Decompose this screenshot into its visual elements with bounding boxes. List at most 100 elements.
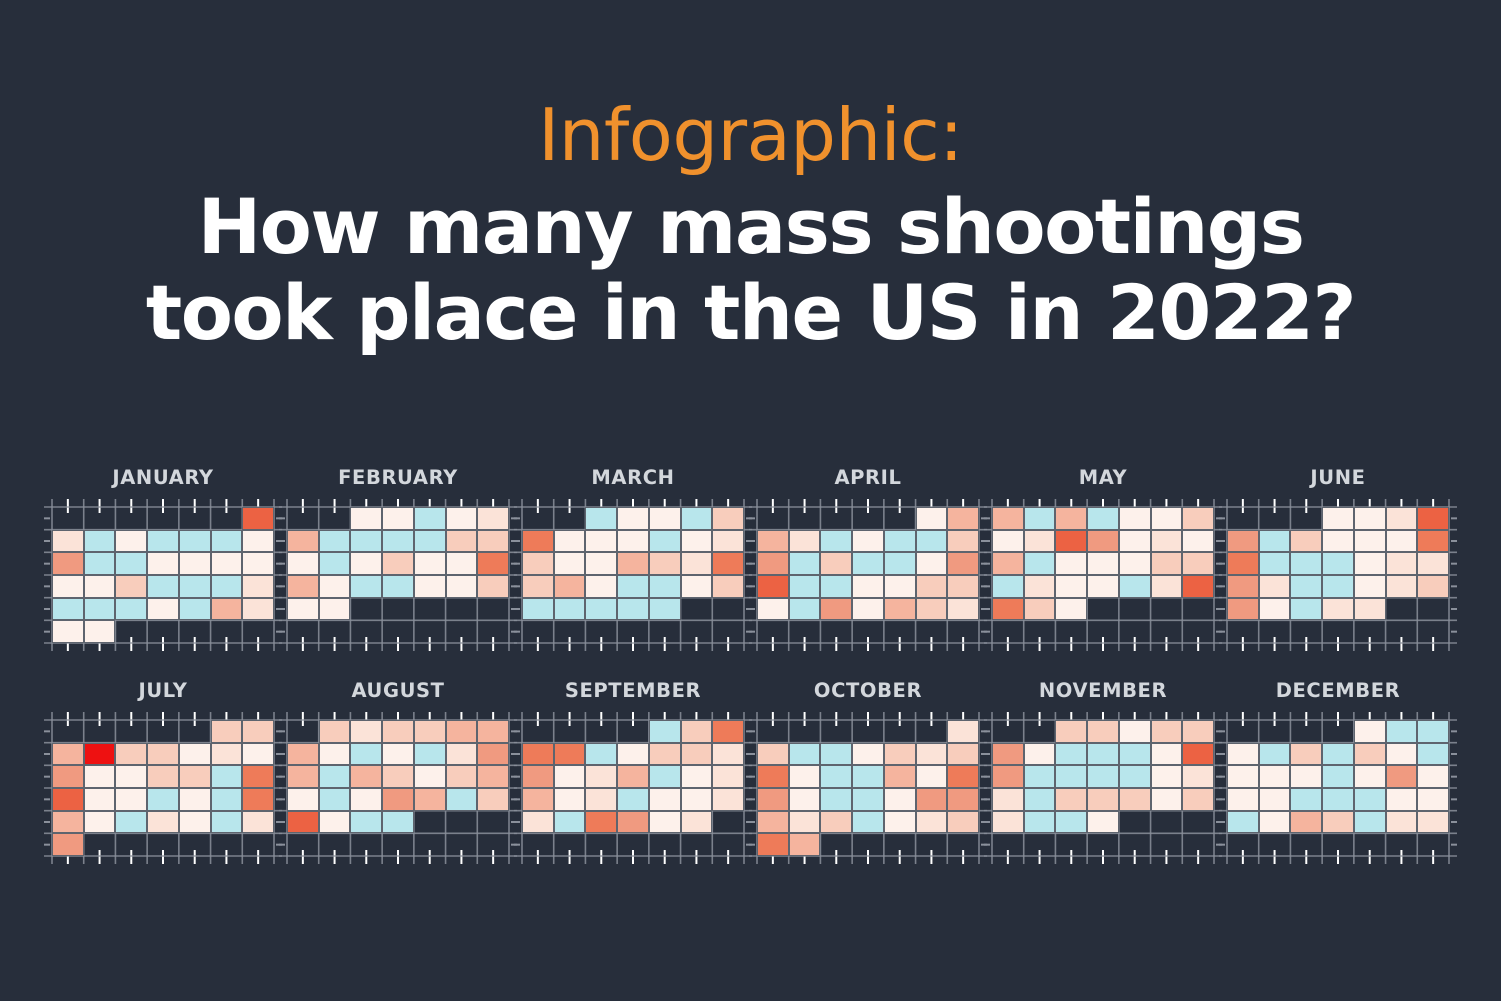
day-cell[interactable]	[992, 787, 1024, 811]
day-cell[interactable]	[350, 765, 383, 788]
day-cell[interactable]	[1118, 552, 1151, 575]
day-cell[interactable]	[852, 810, 884, 834]
day-cell[interactable]	[553, 810, 586, 834]
day-cell[interactable]	[648, 552, 681, 575]
day-cell[interactable]	[680, 507, 713, 530]
day-cell[interactable]	[287, 597, 319, 621]
day-cell[interactable]	[445, 787, 478, 811]
day-cell[interactable]	[178, 552, 211, 575]
day-cell[interactable]	[992, 529, 1024, 553]
day-cell[interactable]	[210, 787, 243, 811]
day-cell[interactable]	[318, 810, 351, 834]
day-cell[interactable]	[788, 787, 821, 811]
day-cell[interactable]	[712, 574, 744, 598]
day-cell[interactable]	[1182, 507, 1214, 530]
day-cell[interactable]	[178, 574, 211, 598]
day-cell[interactable]	[477, 574, 509, 598]
day-cell[interactable]	[178, 529, 211, 553]
day-cell[interactable]	[350, 720, 383, 743]
day-cell[interactable]	[1150, 574, 1183, 598]
day-cell[interactable]	[680, 720, 713, 743]
day-cell[interactable]	[1322, 597, 1354, 621]
day-cell[interactable]	[757, 765, 789, 788]
day-cell[interactable]	[382, 742, 414, 766]
day-cell[interactable]	[1182, 529, 1214, 553]
day-cell[interactable]	[553, 597, 586, 621]
day-cell[interactable]	[52, 765, 84, 788]
day-cell[interactable]	[585, 810, 618, 834]
day-cell[interactable]	[680, 742, 713, 766]
day-cell[interactable]	[83, 765, 116, 788]
day-cell[interactable]	[757, 787, 789, 811]
day-cell[interactable]	[883, 787, 916, 811]
day-cell[interactable]	[210, 529, 243, 553]
day-cell[interactable]	[617, 507, 649, 530]
day-cell[interactable]	[757, 833, 789, 856]
day-cell[interactable]	[1290, 765, 1323, 788]
day-cell[interactable]	[522, 552, 554, 575]
day-cell[interactable]	[1182, 787, 1214, 811]
day-cell[interactable]	[585, 574, 618, 598]
day-cell[interactable]	[1087, 720, 1119, 743]
day-cell[interactable]	[1258, 574, 1291, 598]
day-cell[interactable]	[1150, 529, 1183, 553]
day-cell[interactable]	[1055, 507, 1088, 530]
day-cell[interactable]	[445, 574, 478, 598]
day-cell[interactable]	[1353, 765, 1386, 788]
day-cell[interactable]	[1087, 787, 1119, 811]
day-cell[interactable]	[1087, 529, 1119, 553]
day-cell[interactable]	[318, 787, 351, 811]
day-cell[interactable]	[477, 765, 509, 788]
day-cell[interactable]	[712, 765, 744, 788]
day-cell[interactable]	[178, 765, 211, 788]
day-cell[interactable]	[1322, 529, 1354, 553]
day-cell[interactable]	[947, 765, 979, 788]
day-cell[interactable]	[210, 597, 243, 621]
day-cell[interactable]	[617, 552, 649, 575]
day-cell[interactable]	[382, 720, 414, 743]
day-cell[interactable]	[178, 742, 211, 766]
day-cell[interactable]	[992, 810, 1024, 834]
day-cell[interactable]	[210, 810, 243, 834]
day-cell[interactable]	[788, 529, 821, 553]
day-cell[interactable]	[1290, 597, 1323, 621]
day-cell[interactable]	[947, 574, 979, 598]
day-cell[interactable]	[287, 765, 319, 788]
day-cell[interactable]	[210, 720, 243, 743]
day-cell[interactable]	[1385, 507, 1418, 530]
day-cell[interactable]	[648, 507, 681, 530]
day-cell[interactable]	[820, 742, 853, 766]
day-cell[interactable]	[115, 810, 148, 834]
day-cell[interactable]	[1055, 810, 1088, 834]
day-cell[interactable]	[788, 552, 821, 575]
day-cell[interactable]	[413, 765, 446, 788]
day-cell[interactable]	[680, 765, 713, 788]
day-cell[interactable]	[413, 574, 446, 598]
day-cell[interactable]	[147, 742, 179, 766]
day-cell[interactable]	[318, 597, 351, 621]
day-cell[interactable]	[1385, 765, 1418, 788]
day-cell[interactable]	[52, 620, 84, 643]
day-cell[interactable]	[820, 810, 853, 834]
day-cell[interactable]	[1417, 552, 1449, 575]
day-cell[interactable]	[648, 574, 681, 598]
day-cell[interactable]	[712, 787, 744, 811]
day-cell[interactable]	[242, 720, 274, 743]
day-cell[interactable]	[287, 787, 319, 811]
day-cell[interactable]	[413, 507, 446, 530]
day-cell[interactable]	[1385, 552, 1418, 575]
day-cell[interactable]	[287, 742, 319, 766]
day-cell[interactable]	[318, 552, 351, 575]
day-cell[interactable]	[242, 574, 274, 598]
day-cell[interactable]	[915, 574, 948, 598]
day-cell[interactable]	[242, 765, 274, 788]
day-cell[interactable]	[413, 787, 446, 811]
day-cell[interactable]	[1087, 765, 1119, 788]
day-cell[interactable]	[648, 742, 681, 766]
day-cell[interactable]	[210, 742, 243, 766]
day-cell[interactable]	[147, 574, 179, 598]
day-cell[interactable]	[757, 529, 789, 553]
day-cell[interactable]	[1290, 810, 1323, 834]
day-cell[interactable]	[1322, 765, 1354, 788]
day-cell[interactable]	[585, 552, 618, 575]
